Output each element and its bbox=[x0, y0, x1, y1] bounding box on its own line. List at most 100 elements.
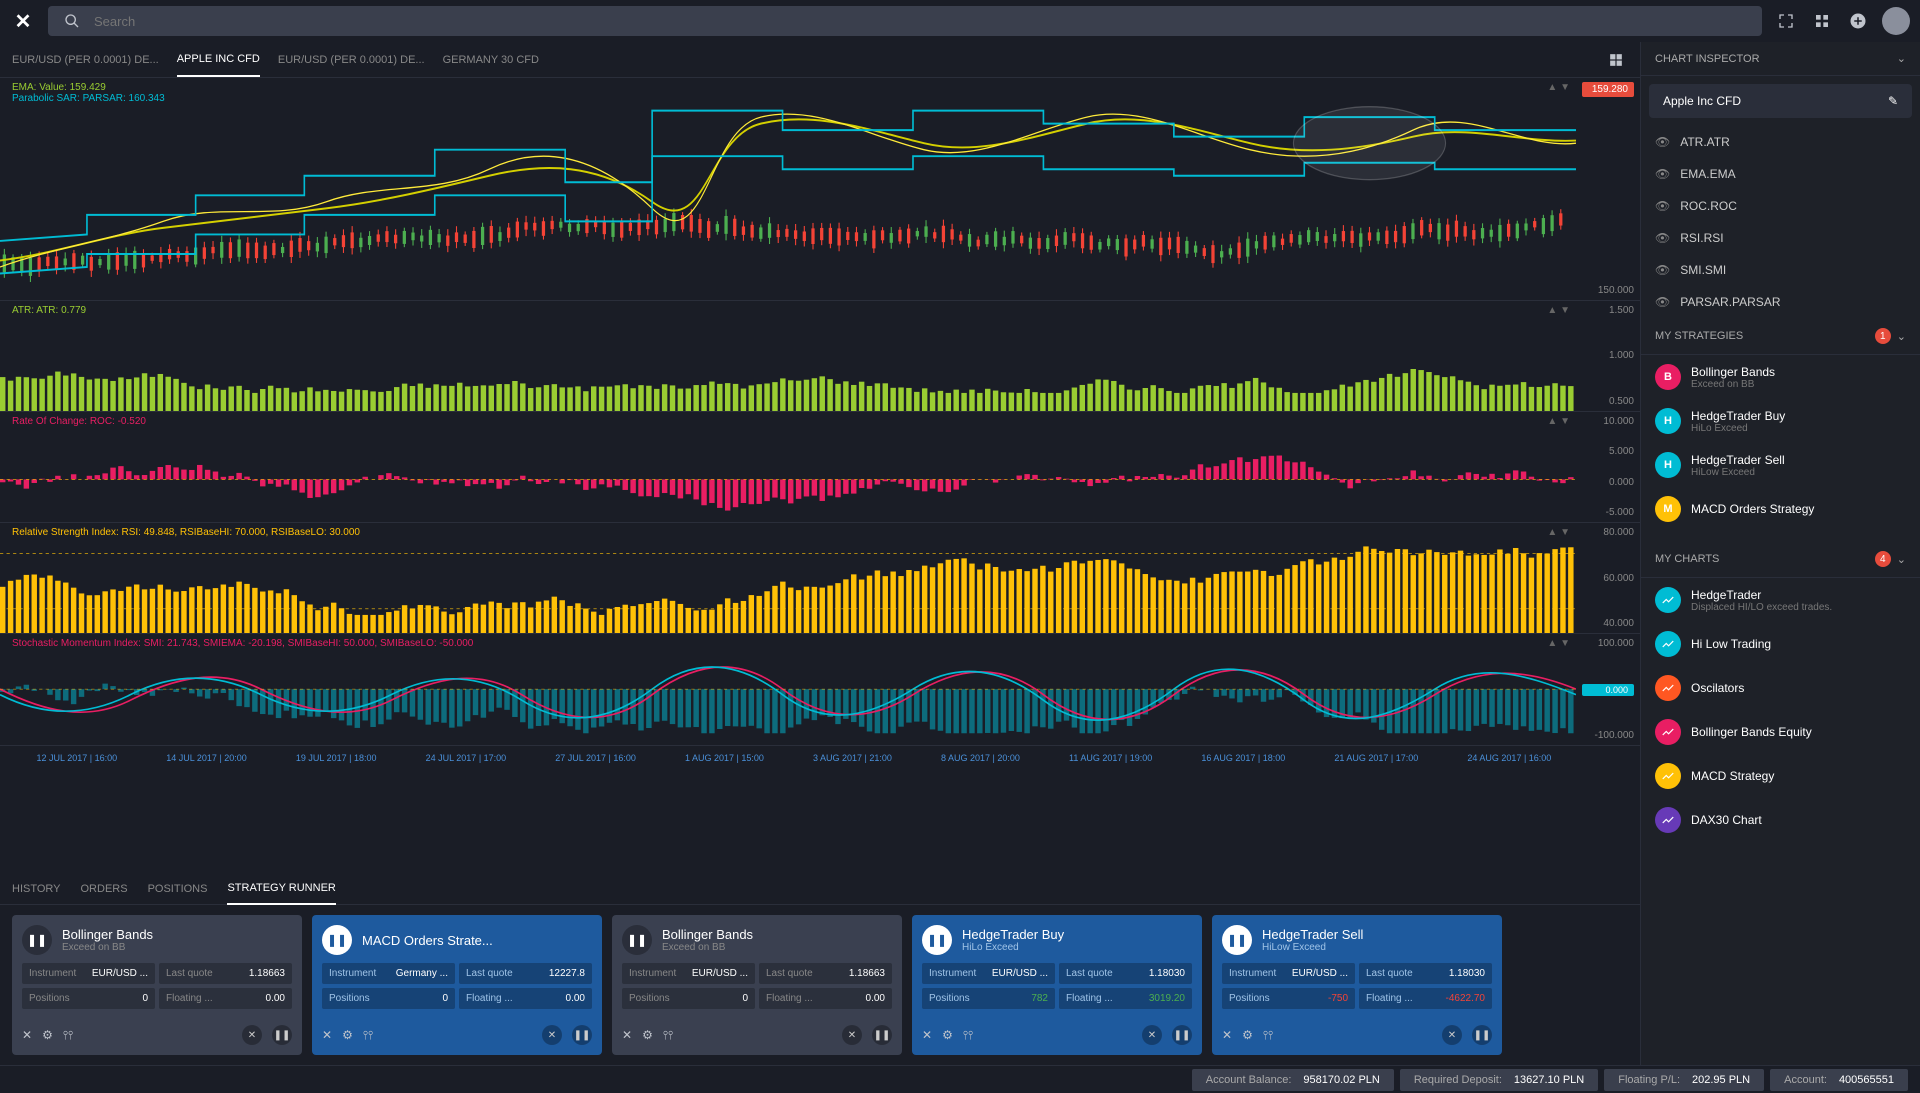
mychart-item[interactable]: Oscilators bbox=[1641, 666, 1920, 710]
stop-icon[interactable]: ✕ bbox=[1442, 1025, 1462, 1045]
search-input[interactable] bbox=[94, 14, 1750, 29]
chevron-down-icon[interactable]: ⌄ bbox=[1897, 52, 1906, 65]
indicator-row[interactable]: 👁PARSAR.PARSAR bbox=[1641, 286, 1920, 318]
close-icon[interactable]: ✕ bbox=[1222, 1028, 1232, 1042]
mycharts-count-badge: 4 bbox=[1875, 551, 1891, 567]
chart-icon[interactable]: ⫯⫯ bbox=[363, 1028, 373, 1043]
strategy-item[interactable]: BBollinger BandsExceed on BB bbox=[1641, 355, 1920, 399]
close-icon[interactable]: ✕ bbox=[622, 1028, 632, 1042]
mychart-item[interactable]: Bollinger Bands Equity bbox=[1641, 710, 1920, 754]
mychart-item[interactable]: DAX30 Chart bbox=[1641, 798, 1920, 842]
gear-icon[interactable]: ⚙ bbox=[942, 1028, 953, 1042]
status-pl: Floating P/L:202.95 PLN bbox=[1604, 1069, 1764, 1091]
strategy-card: ❚❚ MACD Orders Strate... InstrumentGerma… bbox=[312, 915, 602, 1055]
mychart-item[interactable]: HedgeTraderDisplaced HI/LO exceed trades… bbox=[1641, 578, 1920, 622]
stop-icon[interactable]: ✕ bbox=[842, 1025, 862, 1045]
visibility-icon[interactable]: 👁 bbox=[1655, 263, 1670, 277]
chart-panel-controls[interactable]: ▲ ▼ bbox=[1547, 82, 1570, 93]
visibility-icon[interactable]: 👁 bbox=[1655, 167, 1670, 181]
strategy-card: ❚❚ HedgeTrader BuyHiLo Exceed Instrument… bbox=[912, 915, 1202, 1055]
search-container bbox=[48, 6, 1762, 36]
pause-button[interactable]: ❚❚ bbox=[922, 925, 952, 955]
indicator-row[interactable]: 👁EMA.EMA bbox=[1641, 158, 1920, 190]
charts-area: EMA: Value: 159.429 Parabolic SAR: PARSA… bbox=[0, 78, 1640, 873]
gear-icon[interactable]: ⚙ bbox=[1242, 1028, 1253, 1042]
bottom-tab[interactable]: POSITIONS bbox=[148, 874, 208, 904]
roc-panel: Rate Of Change: ROC: -0.520 ▲ ▼ 10.0005.… bbox=[0, 412, 1640, 523]
pause-button[interactable]: ❚❚ bbox=[22, 925, 52, 955]
close-icon[interactable]: ✕ bbox=[322, 1028, 332, 1042]
fullscreen-icon[interactable] bbox=[1774, 9, 1798, 33]
atr-panel: ATR: ATR: 0.779 ▲ ▼ 1.5001.0000.500 bbox=[0, 301, 1640, 412]
mychart-item[interactable]: MACD Strategy bbox=[1641, 754, 1920, 798]
pause-small-icon[interactable]: ❚❚ bbox=[272, 1025, 292, 1045]
chevron-down-icon[interactable]: ⌄ bbox=[1897, 553, 1906, 566]
strategies-header[interactable]: MY STRATEGIES 1 ⌄ bbox=[1641, 318, 1920, 355]
chevron-down-icon[interactable]: ⌄ bbox=[1897, 330, 1906, 343]
pause-button[interactable]: ❚❚ bbox=[622, 925, 652, 955]
visibility-icon[interactable]: 👁 bbox=[1655, 135, 1670, 149]
strategy-card: ❚❚ HedgeTrader SellHiLow Exceed Instrume… bbox=[1212, 915, 1502, 1055]
instrument-tab[interactable]: EUR/USD (PER 0.0001) DE... bbox=[278, 44, 425, 76]
app-logo[interactable]: ✕ bbox=[10, 8, 36, 34]
strategy-cards: ❚❚ Bollinger BandsExceed on BB Instrumen… bbox=[0, 905, 1640, 1065]
layout-grid-icon[interactable] bbox=[1604, 48, 1628, 72]
pause-button[interactable]: ❚❚ bbox=[322, 925, 352, 955]
mycharts-header[interactable]: MY CHARTS 4 ⌄ bbox=[1641, 541, 1920, 578]
pause-small-icon[interactable]: ❚❚ bbox=[572, 1025, 592, 1045]
user-avatar[interactable] bbox=[1882, 7, 1910, 35]
strategy-item[interactable]: MMACD Orders Strategy bbox=[1641, 487, 1920, 531]
right-panel: CHART INSPECTOR ⌄ Apple Inc CFD ✎ 👁ATR.A… bbox=[1640, 42, 1920, 1065]
instrument-tab[interactable]: APPLE INC CFD bbox=[177, 43, 260, 77]
status-balance: Account Balance:958170.02 PLN bbox=[1192, 1069, 1394, 1091]
visibility-icon[interactable]: 👁 bbox=[1655, 295, 1670, 309]
close-icon[interactable]: ✕ bbox=[22, 1028, 32, 1042]
add-icon[interactable] bbox=[1846, 9, 1870, 33]
indicator-row[interactable]: 👁ATR.ATR bbox=[1641, 126, 1920, 158]
price-chart-panel: EMA: Value: 159.429 Parabolic SAR: PARSA… bbox=[0, 78, 1640, 301]
status-deposit: Required Deposit:13627.10 PLN bbox=[1400, 1069, 1598, 1091]
edit-icon[interactable]: ✎ bbox=[1888, 94, 1898, 108]
strategy-item[interactable]: HHedgeTrader BuyHiLo Exceed bbox=[1641, 399, 1920, 443]
price-y-axis: 159.280 150.000 bbox=[1576, 78, 1640, 300]
time-axis: 12 JUL 2017 | 16:0014 JUL 2017 | 20:0019… bbox=[0, 746, 1640, 770]
pause-button[interactable]: ❚❚ bbox=[1222, 925, 1252, 955]
chart-icon[interactable]: ⫯⫯ bbox=[63, 1028, 73, 1043]
instrument-tab[interactable]: GERMANY 30 CFD bbox=[443, 44, 539, 76]
stop-icon[interactable]: ✕ bbox=[1142, 1025, 1162, 1045]
gear-icon[interactable]: ⚙ bbox=[642, 1028, 653, 1042]
indicator-row[interactable]: 👁SMI.SMI bbox=[1641, 254, 1920, 286]
indicator-row[interactable]: 👁ROC.ROC bbox=[1641, 190, 1920, 222]
instrument-tab[interactable]: EUR/USD (PER 0.0001) DE... bbox=[12, 44, 159, 76]
gear-icon[interactable]: ⚙ bbox=[42, 1028, 53, 1042]
gear-icon[interactable]: ⚙ bbox=[342, 1028, 353, 1042]
visibility-icon[interactable]: 👁 bbox=[1655, 231, 1670, 245]
status-account: Account:400565551 bbox=[1770, 1069, 1908, 1091]
smi-panel: Stochastic Momentum Index: SMI: 21.743, … bbox=[0, 634, 1640, 745]
bottom-tab[interactable]: HISTORY bbox=[12, 874, 61, 904]
chart-indicators-label: EMA: Value: 159.429 Parabolic SAR: PARSA… bbox=[12, 82, 165, 104]
search-icon bbox=[60, 9, 84, 33]
close-icon[interactable]: ✕ bbox=[922, 1028, 932, 1042]
stop-icon[interactable]: ✕ bbox=[542, 1025, 562, 1045]
chart-icon[interactable]: ⫯⫯ bbox=[963, 1028, 973, 1043]
inspector-header[interactable]: CHART INSPECTOR ⌄ bbox=[1641, 42, 1920, 76]
bottom-tab[interactable]: STRATEGY RUNNER bbox=[227, 873, 335, 905]
bottom-tabs: HISTORY ORDERS POSITIONS STRATEGY RUNNER bbox=[0, 873, 1640, 905]
strategy-card: ❚❚ Bollinger BandsExceed on BB Instrumen… bbox=[612, 915, 902, 1055]
chart-icon[interactable]: ⫯⫯ bbox=[1263, 1028, 1273, 1043]
strategy-item[interactable]: HHedgeTrader SellHiLow Exceed bbox=[1641, 443, 1920, 487]
inspector-instrument[interactable]: Apple Inc CFD ✎ bbox=[1649, 84, 1912, 118]
visibility-icon[interactable]: 👁 bbox=[1655, 199, 1670, 213]
bottom-tab[interactable]: ORDERS bbox=[81, 874, 128, 904]
status-bar: Account Balance:958170.02 PLN Required D… bbox=[0, 1065, 1920, 1093]
pause-small-icon[interactable]: ❚❚ bbox=[872, 1025, 892, 1045]
mychart-item[interactable]: Hi Low Trading bbox=[1641, 622, 1920, 666]
grid-icon[interactable] bbox=[1810, 9, 1834, 33]
indicator-row[interactable]: 👁RSI.RSI bbox=[1641, 222, 1920, 254]
pause-small-icon[interactable]: ❚❚ bbox=[1472, 1025, 1492, 1045]
strategies-count-badge: 1 bbox=[1875, 328, 1891, 344]
stop-icon[interactable]: ✕ bbox=[242, 1025, 262, 1045]
chart-icon[interactable]: ⫯⫯ bbox=[663, 1028, 673, 1043]
pause-small-icon[interactable]: ❚❚ bbox=[1172, 1025, 1192, 1045]
